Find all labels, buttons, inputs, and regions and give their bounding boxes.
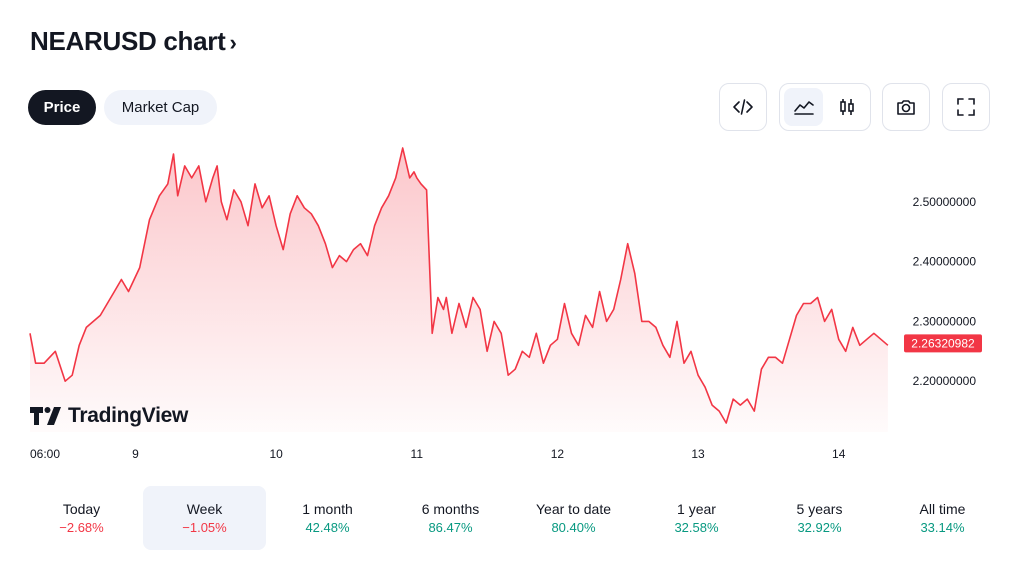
period-5-years[interactable]: 5 years 32.92% [758,486,881,550]
period-change-value: −2.68% [59,520,104,535]
period-change-value: 42.48% [305,520,350,535]
period-change-value: 86.47% [428,520,473,535]
price-chart[interactable]: 2.50000000 2.40000000 2.30000000 2.20000000… [0,140,1024,470]
tab-price[interactable]: Price [28,90,96,125]
period-label: 1 month [302,501,353,517]
x-tick-label: 14 [832,447,846,461]
x-tick-label: 12 [551,447,565,461]
period-label: 6 months [421,501,480,517]
x-tick-label: 06:00 [30,447,60,461]
camera-icon [897,100,915,115]
y-tick-label: 2.20000000 [913,374,977,388]
period-label: 5 years [796,501,843,517]
period-change-value: 80.40% [551,520,596,535]
x-tick-label: 9 [132,447,139,461]
area-chart-button[interactable] [784,88,823,126]
page-title[interactable]: NEARUSD chart › [30,26,237,57]
candlestick-icon [839,99,854,115]
fullscreen-button[interactable] [942,83,990,131]
period-1-month[interactable]: 1 month 42.48% [266,486,389,550]
period-label: Week [186,501,223,517]
price-area-fill [30,148,888,432]
candlestick-button[interactable] [827,88,866,126]
period-label: Year to date [536,501,611,517]
current-price-label: 2.26320982 [911,336,975,350]
page-title-text: NEARUSD chart [30,26,226,56]
period-change-value: 33.14% [920,520,965,535]
tab-market-cap[interactable]: Market Cap [104,90,217,125]
period-label: 1 year [677,501,716,517]
period-today[interactable]: Today −2.68% [20,486,143,550]
performance-periods: Today −2.68% Week −1.05% 1 month 42.48% 6 mont… [20,486,1004,550]
period-6-months[interactable]: 6 months 86.47% [389,486,512,550]
period-1-year[interactable]: 1 year 32.58% [635,486,758,550]
period-change-value: 32.92% [797,520,842,535]
x-tick-label: 13 [691,447,705,461]
period-label: Today [62,501,101,517]
price-line [29,147,889,424]
period-change-value: 32.58% [674,520,719,535]
period-change-value: −1.05% [182,520,227,535]
tradingview-logo[interactable]: TradingView [30,404,188,428]
y-tick-label: 2.50000000 [913,195,977,209]
y-tick-label: 2.30000000 [913,314,977,328]
period-year-to-date[interactable]: Year to date 80.40% [512,486,635,550]
tradingview-logo-icon [30,407,61,425]
chart-style-toggle [779,83,871,131]
period-week[interactable]: Week −1.05% [143,486,266,550]
area-chart-icon [793,101,814,115]
embed-code-icon [733,99,753,115]
period-all-time[interactable]: All time 33.14% [881,486,1004,550]
period-label: All time [919,501,966,517]
chevron-right-icon: › [229,29,237,55]
y-tick-label: 2.40000000 [913,255,977,269]
tradingview-wordmark: TradingView [68,404,189,427]
x-tick-label: 10 [269,447,283,461]
x-tick-label: 11 [411,447,424,461]
fullscreen-icon [957,98,975,116]
snapshot-button[interactable] [882,83,930,131]
current-price-badge [904,334,982,353]
embed-button[interactable] [719,83,767,131]
